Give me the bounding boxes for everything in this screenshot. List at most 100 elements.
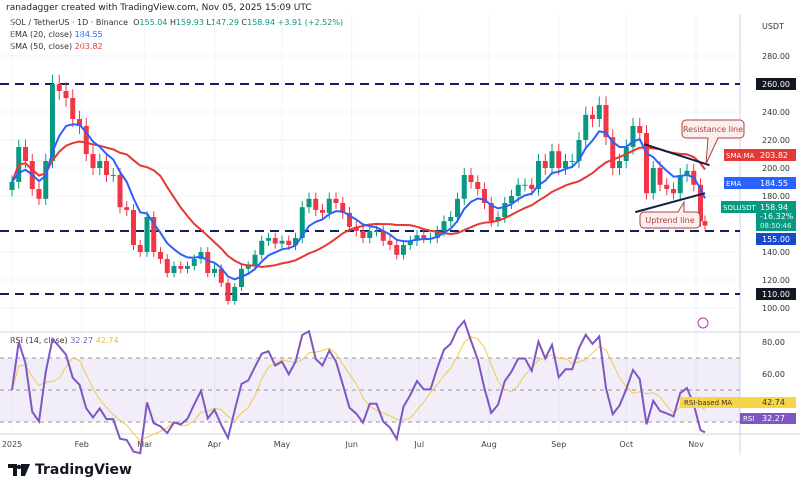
candle-body bbox=[104, 161, 109, 175]
x-tick-label: 2025 bbox=[2, 440, 22, 449]
rsi-ma-line bbox=[11, 336, 706, 442]
x-tick-label: Aug bbox=[481, 440, 497, 449]
candle-body bbox=[43, 161, 49, 199]
rsi-tick-label: 60.00 bbox=[762, 370, 785, 379]
candle-body bbox=[239, 268, 244, 287]
sma-value: 203.82 bbox=[760, 151, 788, 160]
currency-label[interactable]: USDT bbox=[762, 22, 784, 31]
y-tick-label: 140.00 bbox=[762, 248, 790, 257]
ema-value: 184.55 bbox=[760, 179, 788, 188]
candle-body bbox=[569, 161, 575, 162]
level-label: 260.00 bbox=[762, 80, 790, 89]
y-tick-label: 240.00 bbox=[762, 108, 790, 117]
candle-body bbox=[97, 161, 103, 168]
candle-body bbox=[522, 184, 528, 186]
rsi-tag-bg bbox=[740, 413, 796, 424]
candle-body bbox=[434, 231, 440, 238]
candle-body bbox=[401, 245, 406, 255]
candle-body bbox=[286, 240, 292, 245]
last-price-value: 158.94 bbox=[760, 203, 788, 212]
candle-body bbox=[394, 245, 400, 255]
candle-body bbox=[684, 170, 690, 175]
candle-body bbox=[677, 175, 683, 194]
x-tick-label: Jul bbox=[413, 440, 424, 449]
candle-body bbox=[299, 207, 305, 238]
sma-50-line bbox=[11, 140, 706, 269]
candle-body bbox=[380, 231, 386, 241]
candle-body bbox=[475, 182, 481, 189]
candle-body bbox=[56, 84, 62, 91]
candle-body bbox=[171, 266, 177, 273]
candle-body bbox=[657, 168, 663, 185]
candle-body bbox=[583, 114, 589, 140]
candle-body bbox=[515, 184, 521, 196]
credit-line: ranadagger created with TradingView.com,… bbox=[6, 3, 312, 13]
candle-body bbox=[650, 168, 656, 194]
last-price-change: -16.32% bbox=[760, 212, 794, 221]
ema-legend[interactable]: EMA (20, close) 184.55 bbox=[10, 30, 103, 39]
candle-body bbox=[110, 175, 116, 176]
level-label-bg bbox=[756, 288, 796, 300]
sma-legend[interactable]: SMA (50, close) 203.82 bbox=[10, 42, 103, 51]
sma-tag-bg bbox=[724, 149, 756, 161]
candle-body bbox=[191, 259, 197, 266]
candle-body bbox=[293, 238, 298, 245]
candle-body bbox=[671, 189, 676, 194]
x-tick-label: Mar bbox=[137, 440, 153, 449]
sma-tag: SMA:MA bbox=[726, 152, 755, 160]
candle-body bbox=[407, 240, 413, 245]
candle-body bbox=[178, 266, 184, 269]
ema-20-line bbox=[11, 123, 706, 281]
candle-body bbox=[205, 252, 211, 273]
candle-body bbox=[124, 207, 130, 210]
uptrend-label: Uptrend line bbox=[645, 216, 694, 225]
x-tick-label: Jun bbox=[345, 440, 359, 449]
candle-body bbox=[590, 114, 595, 119]
x-tick-label: Sep bbox=[551, 440, 566, 449]
candle-body bbox=[70, 98, 76, 119]
candle-body bbox=[488, 203, 494, 222]
candle-body bbox=[313, 198, 319, 210]
level-label-bg bbox=[756, 78, 796, 90]
lightning-icon bbox=[697, 317, 709, 329]
candle-body bbox=[698, 184, 703, 222]
candle-body bbox=[185, 266, 190, 269]
candle-body bbox=[245, 266, 251, 269]
candle-body bbox=[374, 231, 379, 232]
candle-body bbox=[144, 217, 150, 252]
candle-body bbox=[482, 189, 487, 203]
y-tick-label: 120.00 bbox=[762, 276, 790, 285]
resistance-label: Resistance line bbox=[683, 125, 743, 134]
candle-body bbox=[421, 235, 427, 238]
y-tick-label: 200.00 bbox=[762, 164, 790, 173]
candle-body bbox=[360, 231, 366, 238]
x-tick-label: Feb bbox=[75, 440, 89, 449]
candle-body bbox=[266, 238, 271, 241]
candle-body bbox=[252, 254, 258, 266]
candle-body bbox=[259, 240, 265, 255]
rsi-tag: RSI bbox=[743, 415, 754, 423]
candle-body bbox=[50, 84, 55, 161]
candle-body bbox=[529, 184, 535, 189]
open-value: 155.04 bbox=[139, 18, 168, 27]
symbol-legend[interactable]: SOL / TetherUS · 1D · Binance O155.04 H1… bbox=[10, 18, 344, 27]
y-tick-label: 180.00 bbox=[762, 192, 790, 201]
candle-body bbox=[158, 252, 163, 259]
close-value: 158.94 bbox=[247, 18, 276, 27]
level-label-bg bbox=[756, 233, 796, 245]
last-price-tag-bg bbox=[721, 201, 756, 213]
tradingview-logo[interactable]: TradingView bbox=[8, 462, 132, 478]
candle-body bbox=[272, 238, 278, 244]
candle-body bbox=[596, 105, 602, 119]
candle-body bbox=[414, 235, 420, 241]
candle-body bbox=[218, 268, 224, 283]
candle-body bbox=[326, 198, 332, 213]
candle-body bbox=[563, 161, 568, 168]
candle-body bbox=[448, 217, 454, 222]
candle-body bbox=[83, 126, 89, 154]
ema-value-bg bbox=[756, 177, 796, 189]
rsi-ma-tag-bg bbox=[680, 397, 796, 408]
candle-body bbox=[353, 226, 359, 231]
